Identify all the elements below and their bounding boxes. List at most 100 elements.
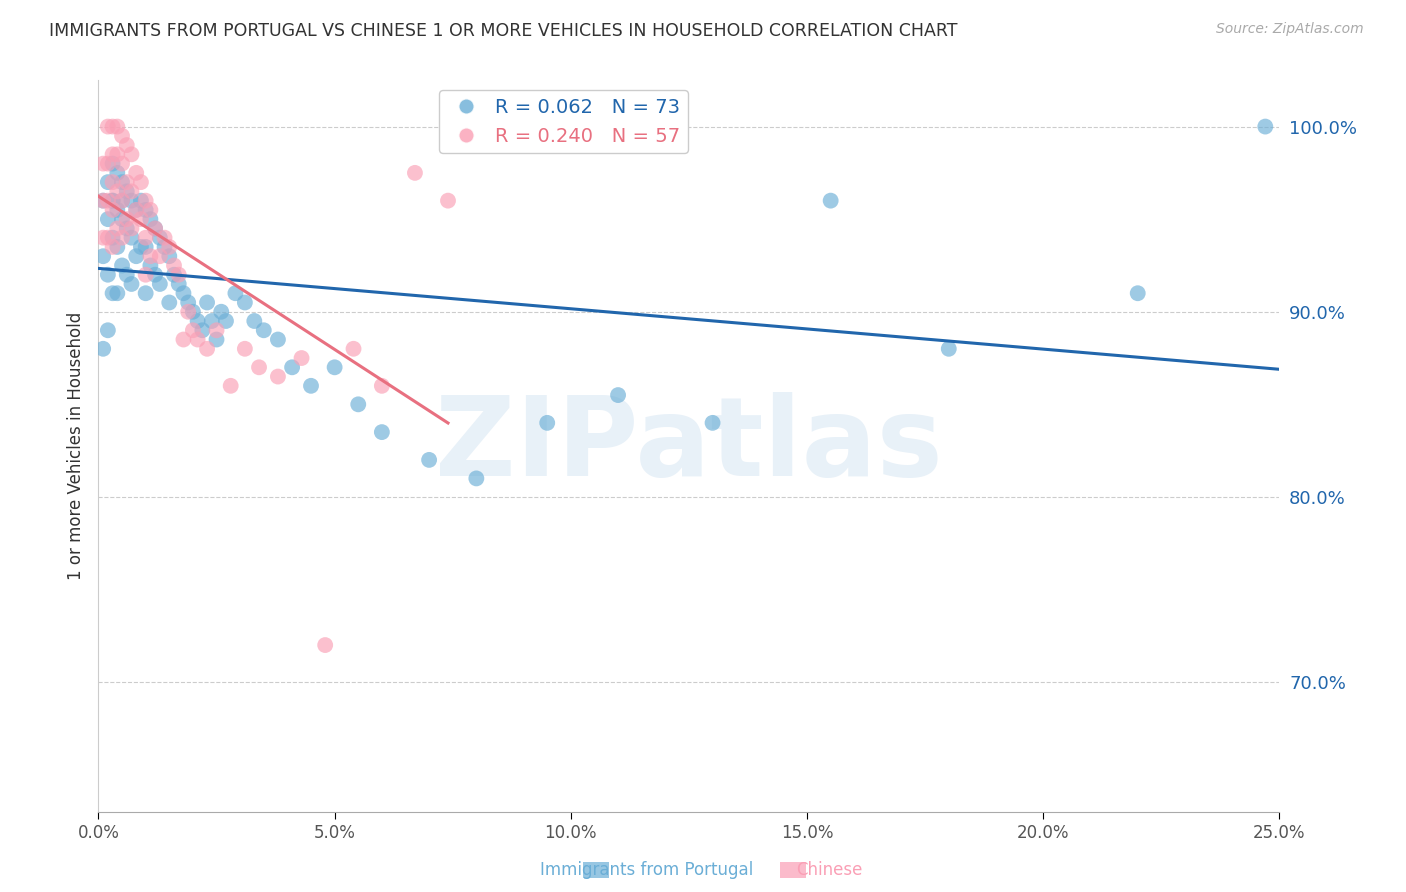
Point xyxy=(153,240,176,254)
Point xyxy=(97,268,120,282)
Point xyxy=(105,240,128,254)
Point xyxy=(149,230,172,244)
Point xyxy=(105,202,128,217)
Point xyxy=(121,230,143,244)
Point xyxy=(97,194,120,208)
Point xyxy=(820,194,842,208)
Point xyxy=(371,425,394,439)
Point xyxy=(247,360,270,375)
Point xyxy=(243,314,266,328)
Y-axis label: 1 or more Vehicles in Household: 1 or more Vehicles in Household xyxy=(66,312,84,580)
Point xyxy=(129,175,152,189)
Point xyxy=(111,175,134,189)
Point xyxy=(115,221,138,235)
Point xyxy=(167,277,190,291)
Point xyxy=(135,230,157,244)
Point xyxy=(129,212,152,227)
Point xyxy=(371,379,394,393)
Point xyxy=(172,286,194,301)
Point xyxy=(205,333,228,347)
Point xyxy=(97,156,120,170)
Point xyxy=(253,323,276,337)
Point xyxy=(209,304,232,318)
Point xyxy=(121,221,143,235)
Text: Immigrants from Portugal: Immigrants from Portugal xyxy=(540,861,754,879)
Point xyxy=(139,202,162,217)
Legend: R = 0.062   N = 73, R = 0.240   N = 57: R = 0.062 N = 73, R = 0.240 N = 57 xyxy=(439,90,688,153)
Point xyxy=(143,268,166,282)
Text: Chinese: Chinese xyxy=(796,861,863,879)
Point xyxy=(125,202,148,217)
Point xyxy=(177,304,200,318)
Point xyxy=(91,342,114,356)
Point xyxy=(135,202,157,217)
Point xyxy=(172,333,194,347)
Point xyxy=(91,194,114,208)
Point xyxy=(111,259,134,273)
Point xyxy=(157,249,180,263)
Point xyxy=(101,230,124,244)
Point xyxy=(143,221,166,235)
Point xyxy=(97,175,120,189)
Point xyxy=(125,166,148,180)
Point xyxy=(115,268,138,282)
Point xyxy=(105,166,128,180)
Point xyxy=(267,333,290,347)
Point xyxy=(191,323,214,337)
Point xyxy=(111,194,134,208)
Point xyxy=(181,304,204,318)
Point xyxy=(129,194,152,208)
Point xyxy=(111,212,134,227)
Point xyxy=(177,295,200,310)
Point xyxy=(105,147,128,161)
Point xyxy=(163,259,186,273)
Point xyxy=(105,286,128,301)
Point xyxy=(121,185,143,199)
Point xyxy=(181,323,204,337)
Point xyxy=(139,249,162,263)
Point xyxy=(91,194,114,208)
Text: IMMIGRANTS FROM PORTUGAL VS CHINESE 1 OR MORE VEHICLES IN HOUSEHOLD CORRELATION : IMMIGRANTS FROM PORTUGAL VS CHINESE 1 OR… xyxy=(49,22,957,40)
Point xyxy=(233,295,256,310)
Point xyxy=(111,128,134,143)
Point xyxy=(105,185,128,199)
Point xyxy=(91,249,114,263)
Point xyxy=(281,360,304,375)
Point xyxy=(267,369,290,384)
Point xyxy=(437,194,460,208)
Point xyxy=(101,175,124,189)
Point xyxy=(314,638,336,652)
Point xyxy=(347,397,370,411)
Point xyxy=(105,221,128,235)
Point xyxy=(121,194,143,208)
Point xyxy=(101,194,124,208)
Point xyxy=(105,120,128,134)
Point xyxy=(101,286,124,301)
Point xyxy=(938,342,960,356)
Point xyxy=(195,295,218,310)
Point xyxy=(187,314,209,328)
Point xyxy=(536,416,558,430)
Point xyxy=(101,147,124,161)
Point xyxy=(187,333,209,347)
Point xyxy=(139,259,162,273)
Point xyxy=(111,194,134,208)
Point xyxy=(115,185,138,199)
Point xyxy=(149,277,172,291)
Point xyxy=(233,342,256,356)
Point xyxy=(153,230,176,244)
Point xyxy=(111,230,134,244)
Point xyxy=(607,388,630,402)
Point xyxy=(219,379,242,393)
Point xyxy=(205,323,228,337)
Point xyxy=(465,471,488,485)
Text: Source: ZipAtlas.com: Source: ZipAtlas.com xyxy=(1216,22,1364,37)
Point xyxy=(342,342,364,356)
Point xyxy=(101,156,124,170)
Point xyxy=(149,249,172,263)
Point xyxy=(702,416,724,430)
Point xyxy=(111,156,134,170)
Point xyxy=(139,212,162,227)
Point xyxy=(97,323,120,337)
Point xyxy=(101,202,124,217)
